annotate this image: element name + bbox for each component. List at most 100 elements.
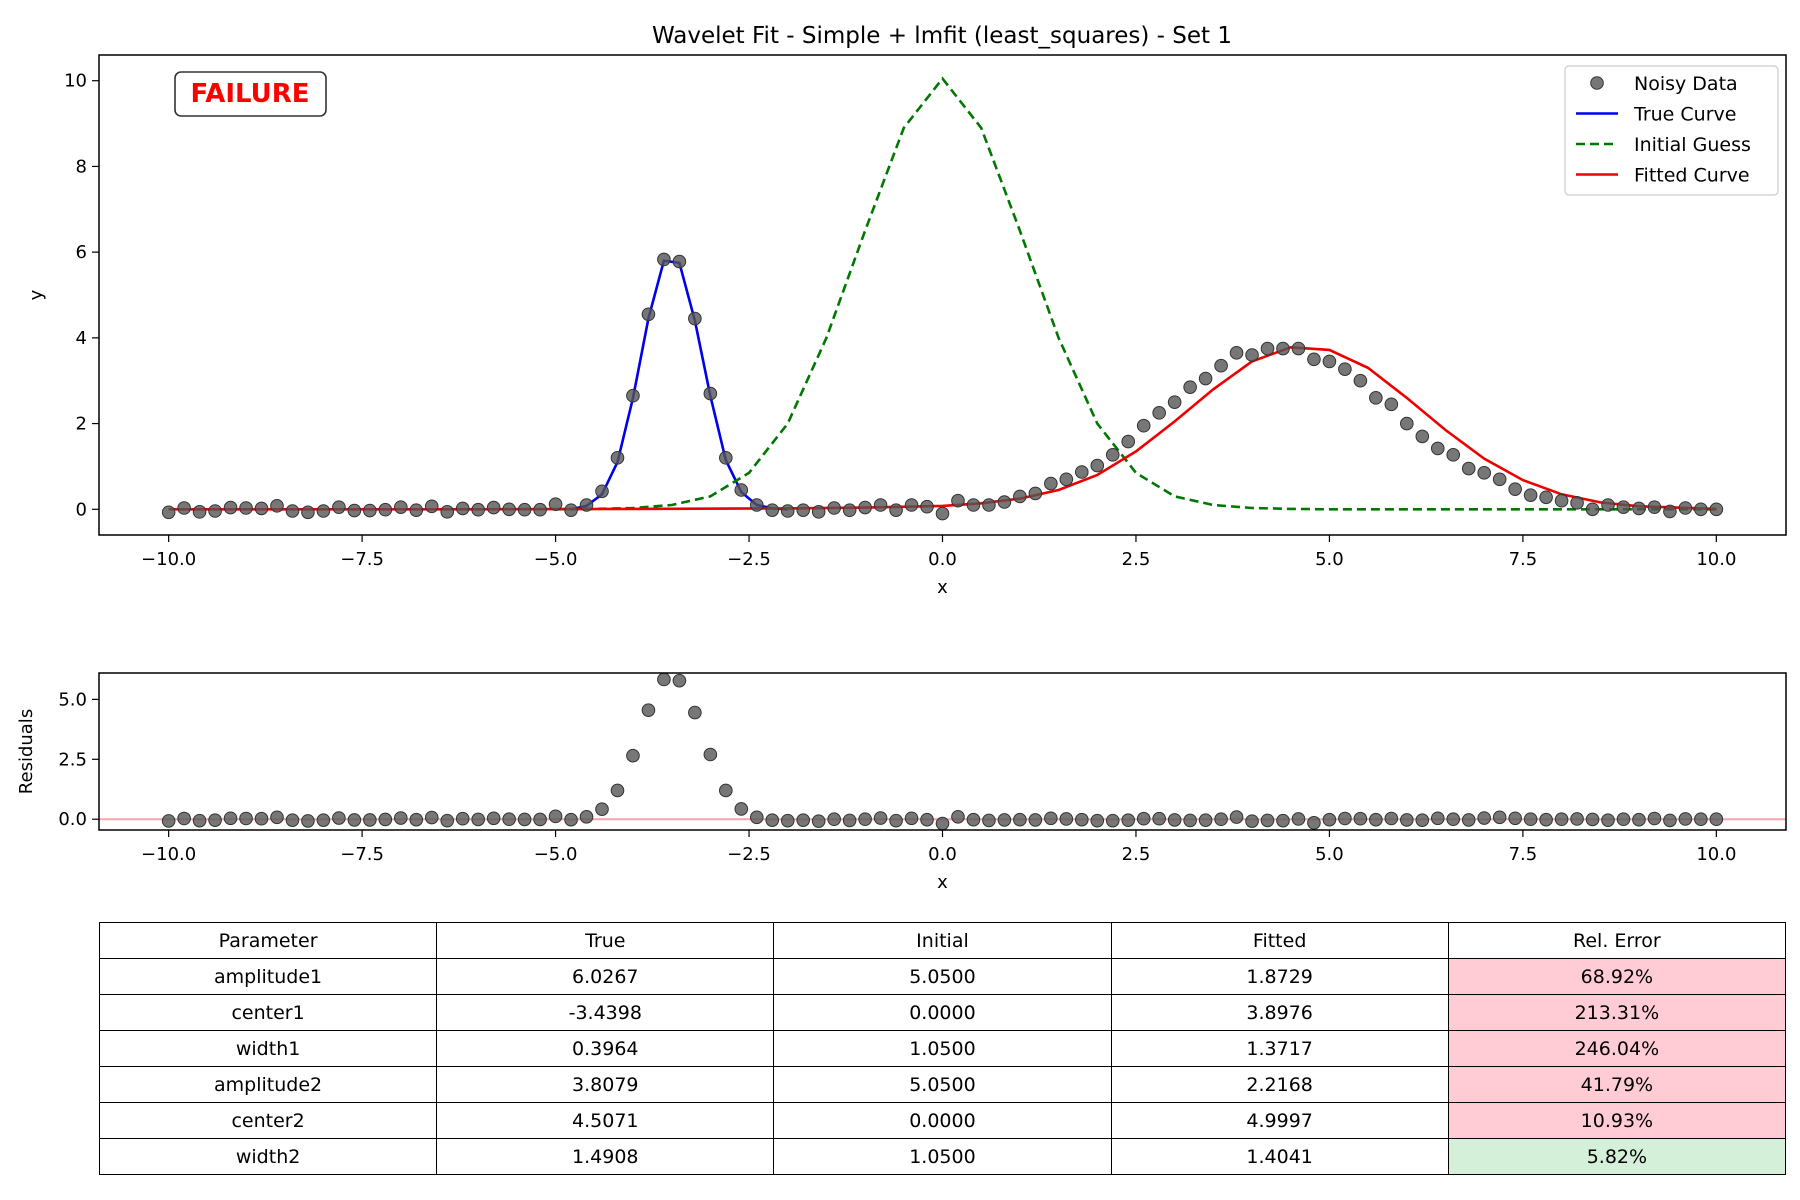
- x-tick-label: 0.0: [928, 844, 957, 865]
- residual-point: [440, 813, 455, 828]
- residual-point: [765, 813, 780, 827]
- residual-point: [239, 811, 253, 826]
- residual-point: [1013, 812, 1027, 827]
- data-point: [1105, 448, 1120, 462]
- residual-point: [703, 747, 718, 762]
- legend-label: True Curve: [1633, 104, 1736, 126]
- residual-point: [1601, 813, 1615, 827]
- data-point: [1415, 429, 1430, 444]
- data-point: [858, 500, 872, 515]
- y-tick-label: 2: [76, 414, 87, 435]
- data-point: [780, 504, 795, 518]
- value-cell: 3.8079: [436, 1066, 775, 1103]
- data-point: [873, 498, 888, 512]
- data-point: [440, 505, 455, 519]
- data-point: [471, 502, 485, 517]
- data-point: [223, 500, 238, 515]
- table-header: True: [436, 922, 775, 959]
- residual-point: [471, 812, 485, 827]
- data-point: [1430, 441, 1445, 456]
- table-header: Fitted: [1110, 922, 1449, 959]
- residual-point: [997, 813, 1012, 827]
- data-point: [347, 503, 362, 518]
- y-tick-label: 4: [76, 328, 87, 349]
- value-cell: 5.0500: [773, 1066, 1112, 1103]
- rel-error-cell: 246.04%: [1447, 1030, 1787, 1067]
- y-tick-label: 2.5: [58, 749, 87, 770]
- table-header-row: Parameter True Initial Fitted Rel. Error: [98, 922, 1787, 959]
- data-point: [1214, 358, 1228, 373]
- data-point: [394, 500, 408, 514]
- residual-point: [1338, 811, 1352, 826]
- x-tick-label: 10.0: [1696, 844, 1736, 865]
- x-axis-label: x: [937, 872, 948, 893]
- data-point: [1090, 458, 1105, 473]
- data-point: [626, 388, 640, 403]
- residual-point: [1585, 812, 1600, 827]
- legend-label: Noisy Data: [1634, 73, 1738, 95]
- residual-point: [858, 812, 872, 827]
- residual-point: [672, 673, 687, 688]
- residual-point: [424, 810, 439, 825]
- residual-point: [1152, 811, 1166, 826]
- data-point: [1245, 348, 1259, 362]
- y-tick-label: 10: [64, 71, 87, 92]
- data-point: [564, 503, 578, 517]
- parameter-name-cell: amplitude1: [98, 958, 438, 995]
- legend-label: Initial Guess: [1634, 134, 1751, 156]
- data-point: [1523, 488, 1538, 502]
- data-point: [1400, 416, 1414, 431]
- data-point: [1013, 489, 1027, 504]
- y-tick-label: 5.0: [58, 689, 87, 710]
- value-cell: 0.0000: [773, 1102, 1112, 1139]
- rel-error-cell: 41.79%: [1447, 1066, 1787, 1103]
- series-line-true-curve: [570, 259, 788, 511]
- data-point: [1276, 341, 1290, 356]
- data-point: [1446, 448, 1461, 462]
- value-cell: 5.0500: [773, 958, 1112, 995]
- x-tick-label: −2.5: [727, 549, 771, 570]
- residual-point: [1353, 811, 1368, 826]
- residual-point: [332, 811, 346, 825]
- data-point: [734, 483, 749, 497]
- value-cell: 1.0500: [773, 1030, 1112, 1067]
- x-tick-label: 2.5: [1122, 549, 1151, 570]
- data-point: [254, 501, 269, 516]
- residual-point: [1074, 812, 1089, 827]
- x-tick-label: 10.0: [1696, 549, 1736, 570]
- y-tick-label: 0.0: [58, 809, 87, 830]
- residual-point: [1508, 811, 1522, 826]
- data-point: [1632, 501, 1646, 516]
- data-point: [842, 503, 857, 517]
- residual-point: [316, 813, 331, 827]
- residual-point: [409, 812, 424, 827]
- data-point: [424, 499, 439, 514]
- data-point: [1369, 391, 1383, 405]
- residual-point: [1369, 812, 1383, 827]
- data-point: [409, 503, 424, 517]
- residual-point: [595, 802, 609, 816]
- y-axis-label: Residuals: [16, 709, 37, 794]
- data-point: [672, 254, 687, 269]
- table-header: Parameter: [98, 922, 438, 959]
- residual-point: [1291, 812, 1306, 826]
- residual-point: [1709, 812, 1724, 827]
- residual-point: [1121, 813, 1136, 827]
- data-point: [1121, 434, 1136, 449]
- residual-point: [1678, 812, 1693, 826]
- value-cell: -3.4398: [436, 994, 775, 1031]
- residual-point: [734, 802, 749, 816]
- data-point: [749, 498, 764, 512]
- data-point: [719, 451, 733, 465]
- data-point: [548, 497, 563, 511]
- residual-point: [564, 812, 578, 827]
- residual-point: [920, 812, 934, 827]
- parameter-table: Parameter True Initial Fitted Rel. Error…: [98, 922, 1787, 1175]
- residual-point: [641, 703, 656, 717]
- residual-point: [1554, 812, 1569, 827]
- value-cell: 0.3964: [436, 1030, 775, 1067]
- residual-point: [192, 813, 207, 828]
- data-point: [1554, 493, 1569, 508]
- data-point: [270, 499, 284, 513]
- data-point: [316, 504, 331, 518]
